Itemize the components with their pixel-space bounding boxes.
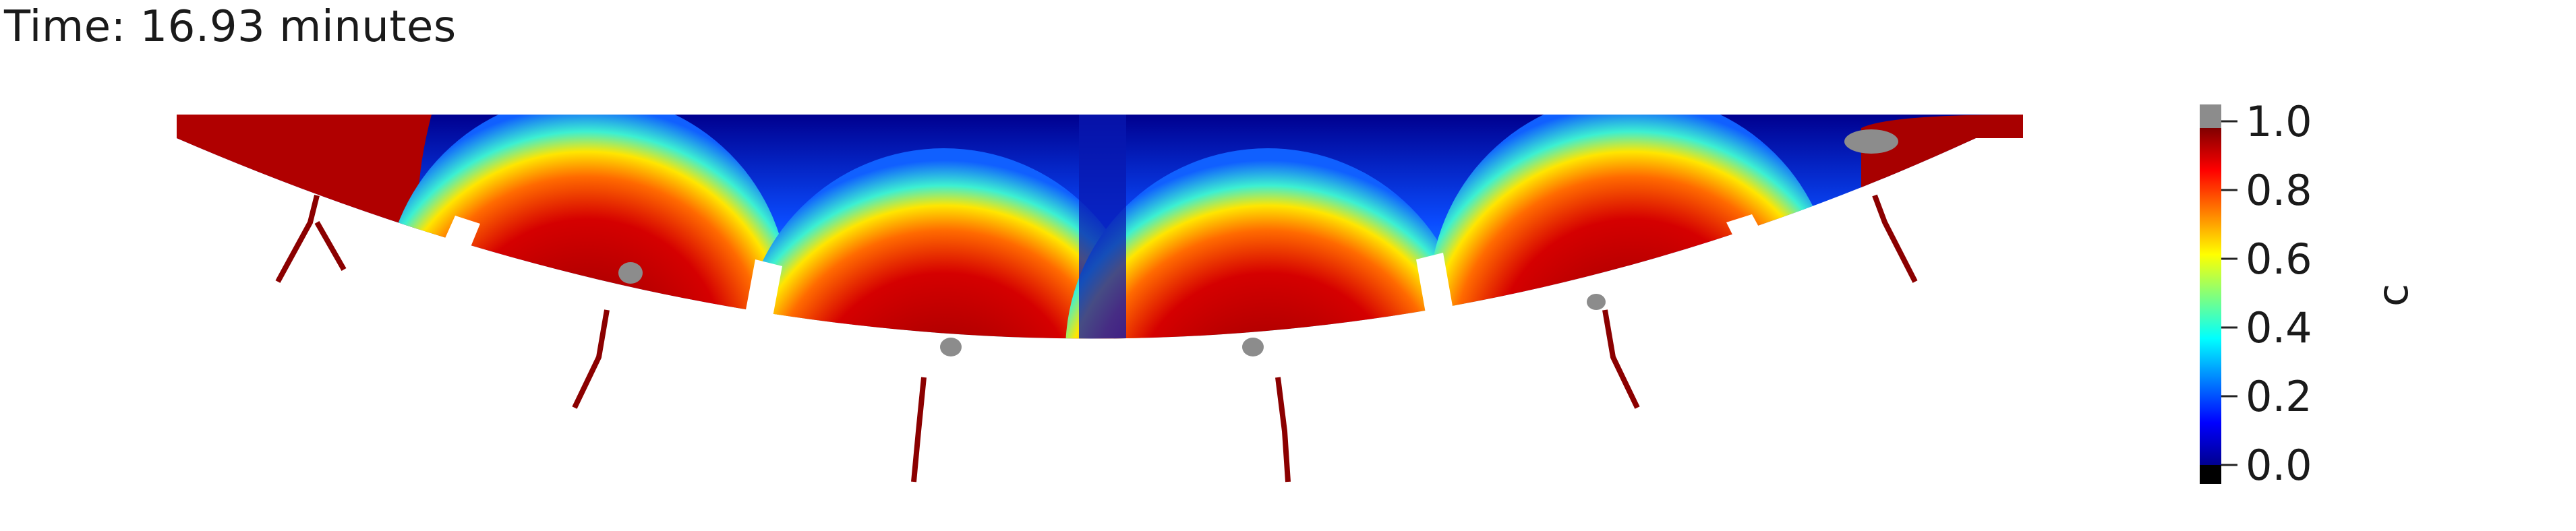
colorbar-tick-label: 0.4 xyxy=(2246,303,2312,352)
colorbar-tick-label: 0.0 xyxy=(2246,441,2312,490)
colorbar-gradient xyxy=(2200,128,2221,465)
time-label: Time: 16.93 minutes xyxy=(4,2,457,52)
overshoot-regions xyxy=(618,129,1898,356)
colorbar-below-swatch xyxy=(2200,465,2221,484)
impeller-legs xyxy=(275,194,1918,482)
colorbar-title: c xyxy=(2368,284,2418,307)
colorbar-tick-label: 1.0 xyxy=(2246,97,2312,146)
colorbar-tick-label: 0.2 xyxy=(2246,372,2312,421)
colorbar-tick-label: 0.6 xyxy=(2246,235,2312,284)
colorbar-above-swatch xyxy=(2200,104,2221,128)
baffles xyxy=(432,214,1780,416)
concentration-field xyxy=(177,115,2023,339)
colorbar-tick-label: 0.8 xyxy=(2246,166,2312,215)
colorbar: 1.0 0.8 0.6 0.4 0.2 0.0 c xyxy=(2200,97,2418,490)
